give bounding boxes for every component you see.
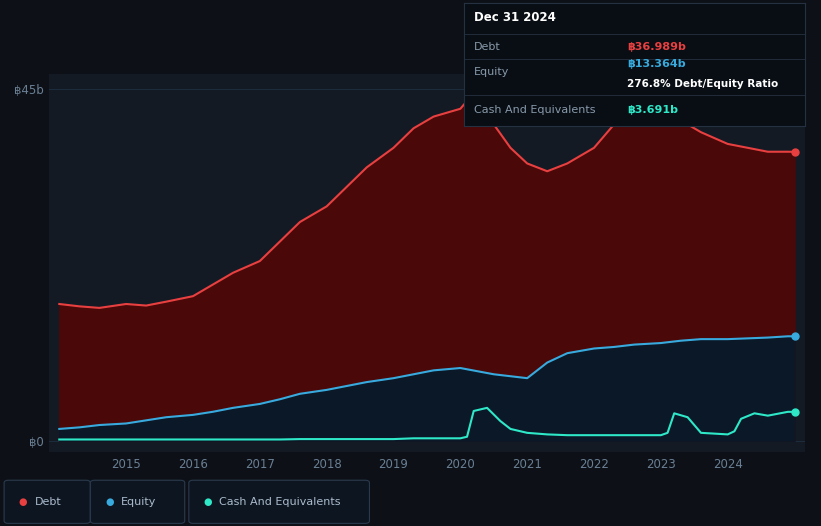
Text: Dec 31 2024: Dec 31 2024 (474, 11, 556, 24)
Text: ฿36.989b: ฿36.989b (627, 42, 686, 52)
Text: ●: ● (204, 497, 212, 507)
Text: ฿3.691b: ฿3.691b (627, 105, 678, 115)
Text: ●: ● (105, 497, 113, 507)
Text: ●: ● (19, 497, 27, 507)
Text: Cash And Equivalents: Cash And Equivalents (474, 105, 595, 115)
Text: Debt: Debt (474, 42, 501, 52)
Text: Cash And Equivalents: Cash And Equivalents (219, 497, 341, 507)
Text: Debt: Debt (34, 497, 62, 507)
Text: Equity: Equity (121, 497, 156, 507)
Text: Equity: Equity (474, 67, 510, 77)
Text: 276.8% Debt/Equity Ratio: 276.8% Debt/Equity Ratio (627, 79, 778, 89)
Text: ฿13.364b: ฿13.364b (627, 59, 686, 69)
